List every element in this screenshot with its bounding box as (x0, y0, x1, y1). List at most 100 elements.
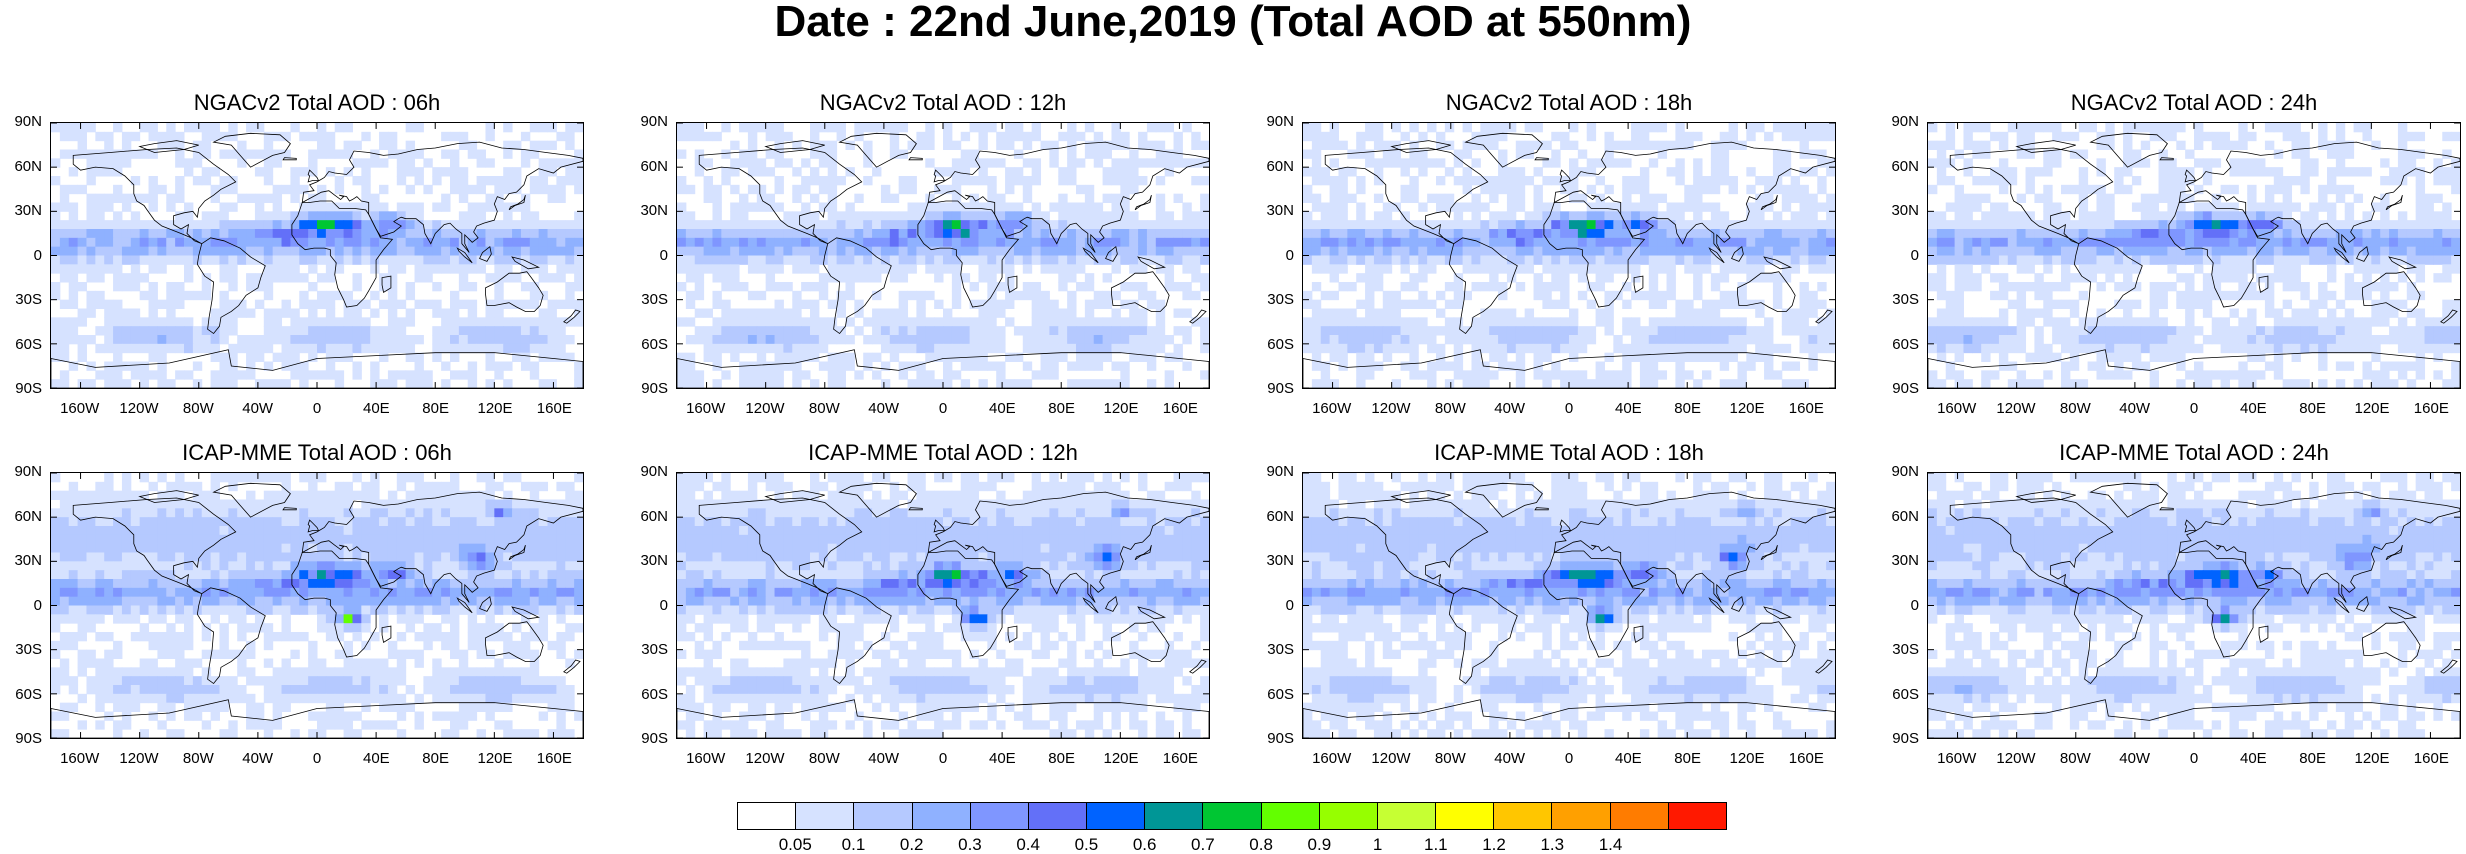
lat-tick-label: 60S (626, 337, 668, 353)
lon-tick-label: 80W (183, 401, 214, 417)
lat-tick-label: 30S (626, 292, 668, 308)
panel-title: ICAP-MME Total AOD : 06h (50, 440, 584, 466)
lat-tick-label: 0 (1252, 598, 1294, 614)
lat-tick-label: 90S (1252, 381, 1294, 397)
colorbar-label: 0.3 (958, 836, 982, 854)
colorbar-swatch (1494, 803, 1552, 829)
lat-tick-label: 60N (0, 159, 42, 175)
colorbar-swatch (971, 803, 1029, 829)
colorbar-label: 0.2 (900, 836, 924, 854)
lon-tick-label: 80E (2299, 751, 2326, 767)
lat-tick-label: 30S (626, 642, 668, 658)
lat-tick-label: 60N (1252, 509, 1294, 525)
lon-tick-label: 80W (2060, 751, 2091, 767)
lat-tick-label: 30S (0, 642, 42, 658)
lat-tick-label: 60N (1877, 509, 1919, 525)
lon-tick-label: 80E (1674, 751, 1701, 767)
lon-tick-label: 160W (686, 751, 725, 767)
lon-tick-label: 0 (939, 401, 947, 417)
lat-tick-label: 90S (1877, 381, 1919, 397)
lat-tick-label: 90S (626, 731, 668, 747)
lon-tick-label: 160E (1789, 751, 1824, 767)
lat-tick-label: 30N (626, 203, 668, 219)
aod-field (1928, 473, 2460, 738)
lat-tick-label: 30S (0, 292, 42, 308)
colorbar-label: 0.9 (1308, 836, 1332, 854)
panel-title: NGACv2 Total AOD : 12h (676, 90, 1210, 116)
lon-tick-label: 160W (60, 401, 99, 417)
lon-tick-label: 160W (1312, 751, 1351, 767)
colorbar-swatch (913, 803, 971, 829)
colorbar-swatch (1378, 803, 1436, 829)
colorbar-label: 0.8 (1249, 836, 1273, 854)
lat-tick-label: 30N (1877, 553, 1919, 569)
lat-tick-label: 60S (1877, 687, 1919, 703)
lon-tick-label: 0 (313, 751, 321, 767)
lat-tick-label: 0 (626, 598, 668, 614)
colorbar-swatch (738, 803, 796, 829)
aod-map (1927, 472, 2461, 739)
lon-tick-label: 80W (1435, 401, 1466, 417)
lon-tick-label: 40W (2119, 751, 2150, 767)
lat-tick-label: 30S (1252, 292, 1294, 308)
lon-tick-label: 160E (2414, 751, 2449, 767)
colorbar-swatch (1087, 803, 1145, 829)
lon-tick-label: 40E (2240, 751, 2267, 767)
lat-tick-label: 0 (626, 248, 668, 264)
lat-tick-label: 0 (1877, 248, 1919, 264)
lon-tick-label: 0 (1565, 401, 1573, 417)
lon-tick-label: 0 (1565, 751, 1573, 767)
lon-tick-label: 40W (2119, 401, 2150, 417)
lat-tick-label: 30S (1877, 642, 1919, 658)
aod-field (1303, 473, 1835, 738)
aod-map (50, 122, 584, 389)
lon-tick-label: 120W (119, 401, 158, 417)
lat-tick-label: 60S (1252, 337, 1294, 353)
aod-colorbar (737, 802, 1727, 830)
lat-tick-label: 90N (1877, 114, 1919, 130)
lon-tick-label: 0 (2190, 751, 2198, 767)
aod-map (50, 472, 584, 739)
aod-field-cells (1303, 473, 1835, 738)
lat-tick-label: 90N (626, 464, 668, 480)
lon-tick-label: 40W (868, 401, 899, 417)
lat-tick-label: 30N (626, 553, 668, 569)
colorbar-swatch (1320, 803, 1378, 829)
lon-tick-label: 120E (477, 401, 512, 417)
lon-tick-label: 160W (1312, 401, 1351, 417)
colorbar-swatch (1262, 803, 1320, 829)
lat-tick-label: 90S (0, 381, 42, 397)
lon-tick-label: 120E (477, 751, 512, 767)
aod-field-cells (677, 473, 1209, 738)
lat-tick-label: 60N (1252, 159, 1294, 175)
aod-field (1928, 123, 2460, 388)
aod-field-cells (51, 473, 583, 738)
lon-tick-label: 120W (1996, 401, 2035, 417)
lon-tick-label: 80W (2060, 401, 2091, 417)
lon-tick-label: 40E (363, 751, 390, 767)
lat-tick-label: 90N (0, 114, 42, 130)
aod-field-cells (51, 123, 583, 388)
lat-tick-label: 30S (1877, 292, 1919, 308)
aod-field (1303, 123, 1835, 388)
lat-tick-label: 90S (0, 731, 42, 747)
lon-tick-label: 40W (1494, 401, 1525, 417)
lat-tick-label: 60N (1877, 159, 1919, 175)
lat-tick-label: 0 (1877, 598, 1919, 614)
lon-tick-label: 40E (2240, 401, 2267, 417)
lon-tick-label: 80E (2299, 401, 2326, 417)
lat-tick-label: 30N (1252, 553, 1294, 569)
colorbar-label: 0.05 (779, 836, 812, 854)
lon-tick-label: 120E (1103, 401, 1138, 417)
colorbar-swatch (1611, 803, 1669, 829)
panel-title: ICAP-MME Total AOD : 12h (676, 440, 1210, 466)
lon-tick-label: 160W (1937, 401, 1976, 417)
lon-tick-label: 120W (1371, 401, 1410, 417)
lon-tick-label: 40E (1615, 401, 1642, 417)
colorbar-swatch (1203, 803, 1261, 829)
lat-tick-label: 60S (0, 687, 42, 703)
